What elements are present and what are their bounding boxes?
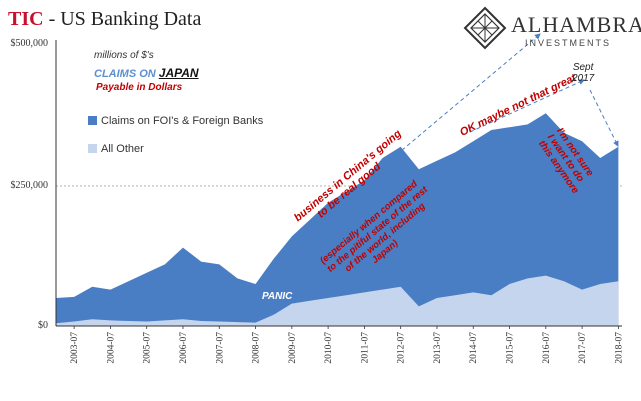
title-rest: - US Banking Data [43, 8, 202, 30]
legend-swatch-foreign [88, 116, 97, 125]
x-tick-label: 2016-07 [542, 332, 552, 364]
axes: 2003-07 2004-07 2005-07 2006-07 2007-07 2008-… [55, 40, 624, 364]
x-tick-label: 2003-07 [70, 332, 80, 364]
x-tick-label: 2007-07 [215, 332, 225, 364]
x-tick-label: 2013-07 [433, 332, 443, 364]
x-tick-label: 2011-07 [360, 332, 370, 364]
x-tick-label: 2012-07 [397, 332, 407, 364]
annotation-sept: Sept 2017 [572, 62, 594, 84]
x-tick-label: 2005-07 [143, 332, 153, 364]
units-note: millions of $'s [94, 50, 154, 61]
y-tick-label: $500,000 [10, 38, 49, 49]
arrow-notsure [589, 89, 619, 147]
logo-name: ALHAMBRA [511, 12, 641, 37]
x-tick-label: 2008-07 [252, 332, 262, 364]
title-prefix: TIC [8, 8, 44, 30]
series-area-all-other [56, 275, 619, 326]
annotation-panic: PANIC [262, 291, 293, 302]
x-tick-label: 2018-07 [614, 332, 624, 364]
payable-note: Payable in Dollars [96, 82, 183, 93]
x-tick-label: 2010-07 [324, 332, 334, 364]
x-tick-label: 2009-07 [288, 332, 298, 364]
y-tick-label: $0 [38, 320, 48, 331]
x-tick-label: 2006-07 [179, 332, 189, 364]
plot-area [56, 113, 622, 326]
annotation-sept-line1: Sept [572, 62, 594, 73]
x-tick-label: 2004-07 [106, 332, 116, 364]
claims-on-note: CLAIMS ON JAPAN [94, 66, 199, 80]
legend-all-other: All Other [88, 143, 144, 155]
legend-label-other: All Other [101, 143, 144, 155]
x-tick-label: 2014-07 [469, 332, 479, 364]
country-label: JAPAN [158, 66, 199, 80]
arrow-china [299, 33, 541, 237]
legend-swatch-other [88, 144, 97, 153]
logo: ALHAMBRA INVESTMENTS [463, 6, 641, 50]
annotation-arrows [299, 33, 619, 237]
logo-diamond-icon [463, 6, 507, 50]
y-tick-label: $250,000 [10, 180, 49, 191]
series-area-foreign-banks [56, 113, 619, 326]
x-tick-label: 2015-07 [506, 332, 516, 364]
chart-title: TIC - US Banking Data [8, 8, 201, 31]
legend-foreign-banks: Claims on FOI's & Foreign Banks [88, 115, 263, 127]
legend-label-foreign: Claims on FOI's & Foreign Banks [101, 115, 264, 127]
annotation-sept-line2: 2017 [572, 73, 595, 84]
logo-sub: INVESTMENTS [525, 38, 612, 48]
claims-on-label: CLAIMS ON [94, 68, 159, 80]
x-tick-label: 2017-07 [578, 332, 588, 364]
